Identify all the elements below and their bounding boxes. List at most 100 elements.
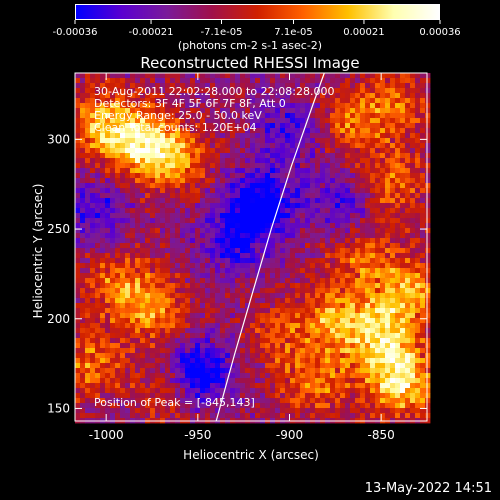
heatmap-cell — [140, 73, 146, 79]
heatmap-cell — [200, 408, 206, 414]
heatmap-cell — [375, 313, 381, 319]
heatmap-cell — [130, 253, 136, 259]
heatmap-cell — [180, 303, 186, 309]
heatmap-cell — [100, 258, 106, 264]
heatmap-cell — [185, 93, 191, 99]
heatmap-cell — [365, 143, 371, 149]
heatmap-cell — [335, 313, 341, 319]
heatmap-cell — [290, 198, 296, 204]
heatmap-cell — [345, 138, 351, 144]
heatmap-cell — [345, 123, 351, 129]
heatmap-cell — [80, 168, 86, 174]
heatmap-cell — [410, 228, 416, 234]
heatmap-cell — [175, 283, 181, 289]
heatmap-cell — [375, 248, 381, 254]
heatmap-cell — [405, 83, 411, 89]
heatmap-cell — [310, 303, 316, 309]
heatmap-cell — [145, 193, 151, 199]
heatmap-cell — [115, 213, 121, 219]
heatmap-cell — [340, 258, 346, 264]
heatmap-cell — [95, 313, 101, 319]
heatmap-cell — [245, 88, 251, 94]
heatmap-cell — [315, 333, 321, 339]
heatmap-cell — [225, 198, 231, 204]
heatmap-cell — [410, 218, 416, 224]
heatmap-cell — [170, 398, 176, 404]
heatmap-cell — [210, 113, 216, 119]
heatmap-cell — [375, 373, 381, 379]
heatmap-cell — [400, 118, 406, 124]
heatmap-cell — [395, 288, 401, 294]
heatmap-cell — [75, 358, 81, 364]
heatmap-cell — [355, 383, 361, 389]
heatmap-cell — [180, 383, 186, 389]
heatmap-cell — [330, 113, 336, 119]
heatmap-cell — [300, 98, 306, 104]
heatmap-cell — [260, 133, 266, 139]
heatmap-cell — [290, 368, 296, 374]
heatmap-cell — [400, 293, 406, 299]
heatmap-cell — [390, 373, 396, 379]
heatmap-cell — [295, 318, 301, 324]
heatmap-cell — [275, 153, 281, 159]
heatmap-cell — [275, 83, 281, 89]
heatmap-cell — [165, 143, 171, 149]
heatmap-cell — [335, 128, 341, 134]
heatmap-cell — [230, 83, 236, 89]
heatmap-cell — [230, 243, 236, 249]
heatmap-cell — [270, 158, 276, 164]
heatmap-cell — [255, 353, 261, 359]
heatmap-cell — [105, 353, 111, 359]
heatmap-cell — [325, 333, 331, 339]
heatmap-cell — [120, 303, 126, 309]
heatmap-cell — [150, 213, 156, 219]
heatmap-cell — [380, 373, 386, 379]
heatmap-cell — [140, 243, 146, 249]
heatmap-cell — [345, 253, 351, 259]
heatmap-cell — [165, 363, 171, 369]
heatmap-cell — [185, 353, 191, 359]
heatmap-cell — [390, 393, 396, 399]
heatmap-cell — [125, 123, 131, 129]
heatmap-cell — [340, 273, 346, 279]
heatmap-cell — [260, 238, 266, 244]
heatmap-cell — [350, 213, 356, 219]
heatmap-cell — [185, 273, 191, 279]
heatmap-cell — [310, 278, 316, 284]
heatmap-cell — [185, 153, 191, 159]
heatmap-cell — [235, 243, 241, 249]
heatmap-cell — [380, 108, 386, 114]
heatmap-cell — [135, 293, 141, 299]
heatmap-cell — [305, 188, 311, 194]
heatmap-cell — [195, 283, 201, 289]
heatmap-cell — [110, 278, 116, 284]
heatmap-cell — [415, 338, 421, 344]
heatmap-cell — [145, 278, 151, 284]
heatmap-cell — [75, 108, 81, 114]
heatmap-cell — [290, 103, 296, 109]
heatmap-cell — [115, 73, 121, 79]
heatmap-cell — [240, 298, 246, 304]
heatmap-cell — [375, 153, 381, 159]
heatmap-cell — [240, 268, 246, 274]
heatmap-cell — [120, 103, 126, 109]
heatmap-cell — [235, 128, 241, 134]
heatmap-cell — [365, 278, 371, 284]
heatmap-cell — [330, 183, 336, 189]
heatmap-cell — [370, 308, 376, 314]
heatmap-cell — [290, 413, 296, 419]
heatmap-cell — [310, 318, 316, 324]
heatmap-cell — [110, 318, 116, 324]
heatmap-cell — [225, 413, 231, 419]
heatmap-cell — [205, 258, 211, 264]
heatmap-cell — [75, 263, 81, 269]
heatmap-cell — [105, 408, 111, 414]
heatmap-cell — [260, 108, 266, 114]
heatmap-cell — [315, 358, 321, 364]
heatmap-cell — [120, 323, 126, 329]
heatmap-cell — [115, 278, 121, 284]
heatmap-cell — [170, 303, 176, 309]
heatmap-cell — [380, 88, 386, 94]
heatmap-cell — [145, 83, 151, 89]
heatmap-cell — [110, 308, 116, 314]
